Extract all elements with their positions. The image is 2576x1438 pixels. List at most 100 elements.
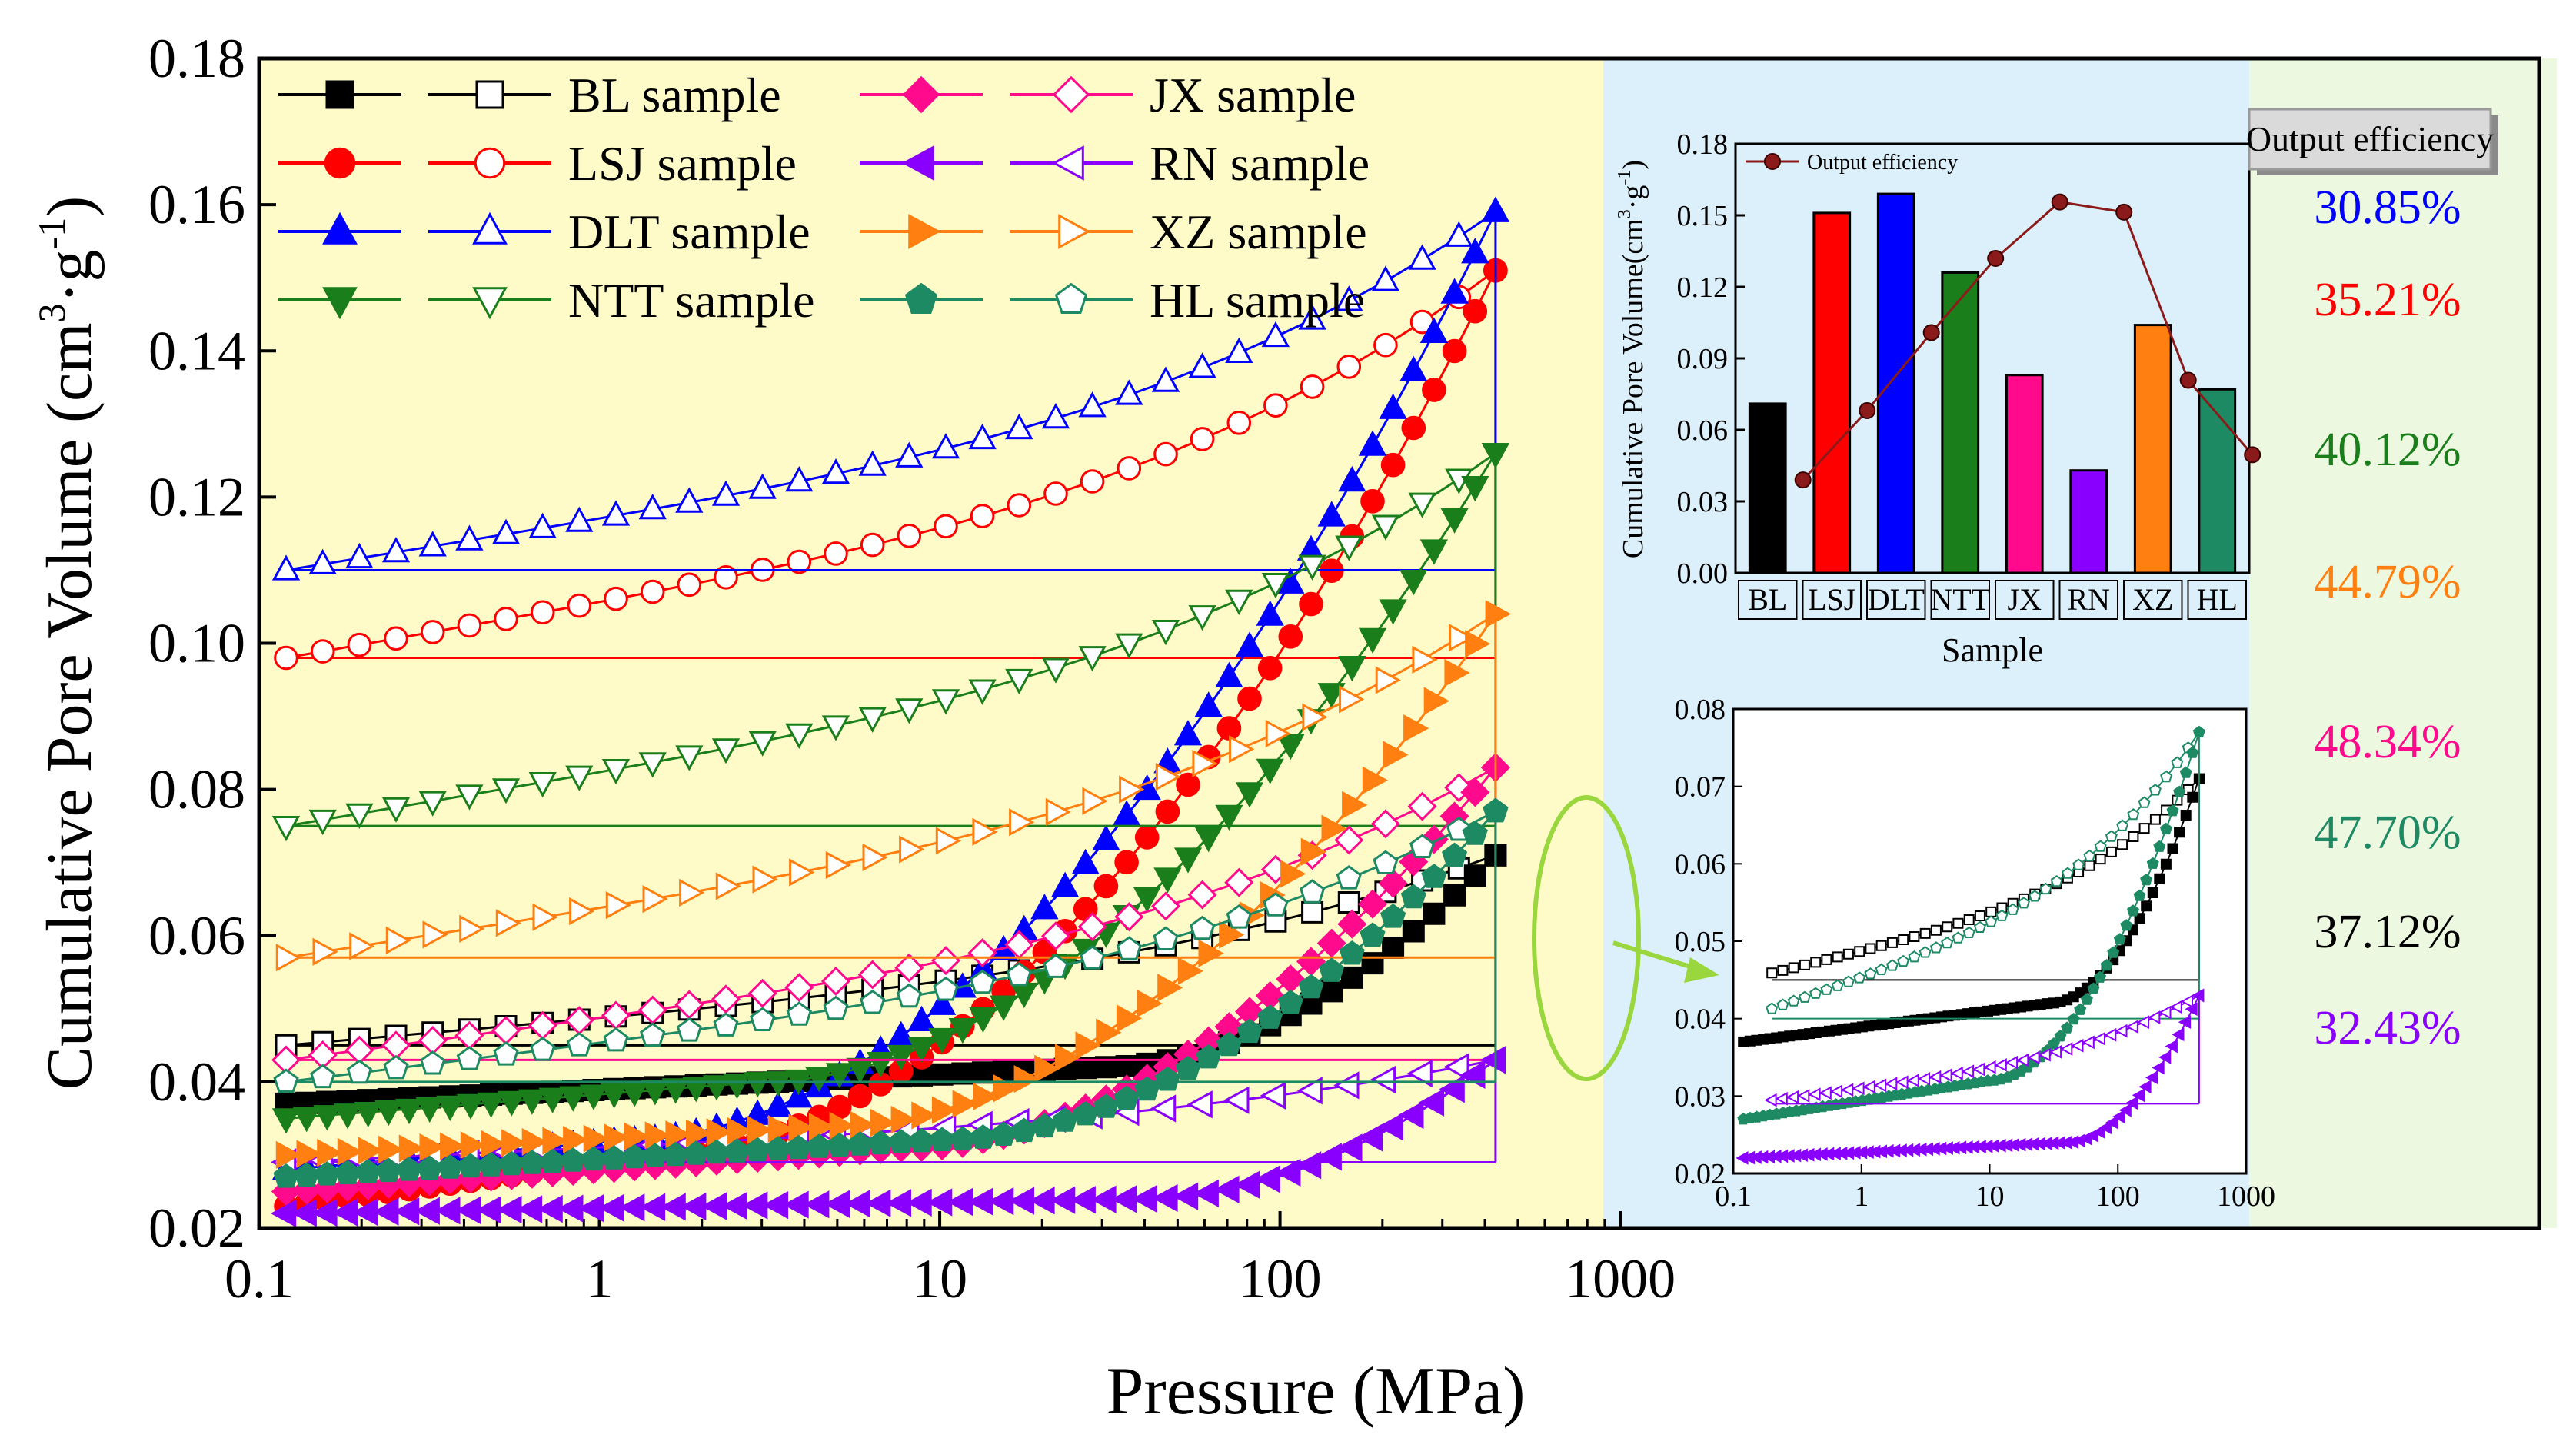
- zoom-extrusion-point: [1963, 914, 1975, 925]
- zoom-extrusion-point: [1985, 915, 1998, 927]
- intrusion-point: [1340, 966, 1363, 989]
- zoom-extrusion-point: [1842, 948, 1854, 960]
- legend-entry-BL: BL sample: [278, 68, 781, 122]
- extrusion-point: [1223, 1086, 1250, 1114]
- zoom-intrusion-point: [2134, 913, 2145, 924]
- zoom-intrusion-point: [2092, 1125, 2105, 1139]
- intrusion-point: [624, 1122, 651, 1151]
- extrusion-point: [1406, 1059, 1433, 1088]
- extrusion-point: [1188, 605, 1216, 631]
- efficiency-point: [1794, 471, 1812, 489]
- zoom-intrusion-point: [2061, 1021, 2074, 1034]
- extrusion-point: [1443, 1053, 1469, 1081]
- zoom-extrusion-point: [1985, 906, 1997, 917]
- extrusion-point: [1225, 337, 1253, 363]
- extrusion-point: [785, 723, 814, 750]
- extrusion-point: [381, 797, 411, 823]
- extrusion-point: [1375, 666, 1401, 694]
- bar-category-box: [1802, 580, 1862, 620]
- intrusion-point: [1052, 1107, 1078, 1132]
- zoom-extrusion-point: [2016, 1053, 2029, 1067]
- zoom-extrusion-point: [2115, 1024, 2128, 1038]
- legend-marker-filled: [901, 145, 934, 181]
- zoom-intrusion-point: [2113, 933, 2126, 945]
- efficiency-legend-label: Output efficiency: [1807, 151, 1958, 175]
- zoom-intrusion-point: [2179, 766, 2192, 778]
- extrusion-point: [418, 791, 447, 817]
- main-series-layer: [270, 196, 1511, 1227]
- zoom-extrusion-point: [2138, 823, 2150, 834]
- extrusion-point: [605, 890, 632, 920]
- efficiency-value-NTT: 40.12%: [2314, 424, 2461, 476]
- intrusion-point: [1419, 317, 1449, 343]
- extrusion-point: [1114, 902, 1144, 932]
- zoom-intrusion-point: [2133, 889, 2146, 901]
- zoom-series-RN: [1736, 988, 2205, 1165]
- zoom-extrusion-point: [2125, 1020, 2138, 1034]
- bar-inset-y-tick-label: 0.00: [1677, 558, 1729, 590]
- intrusion-point: [1177, 957, 1204, 985]
- zoom-extrusion-point: [1831, 979, 1844, 991]
- intrusion-point: [1155, 799, 1180, 824]
- intrusion-point: [1096, 1018, 1122, 1047]
- extrusion-point: [1078, 391, 1107, 418]
- extrusion-point: [1078, 646, 1107, 672]
- main-legend: BL sample LSJ sample DLT sample NTT sample J…: [278, 68, 1370, 328]
- main-y-tick-label: 0.18: [148, 28, 245, 89]
- zoom-callout-ellipse: [1532, 795, 1641, 1081]
- efficiency-value-HL: 47.70%: [2314, 807, 2461, 859]
- extrusion-point: [1337, 891, 1360, 914]
- zoom-intrusion-point: [2132, 1088, 2145, 1103]
- zoom-intrusion-point: [2120, 919, 2133, 931]
- legend-label: BL sample: [568, 68, 781, 122]
- extrusion-point: [1005, 668, 1033, 695]
- intrusion-point: [1419, 824, 1449, 854]
- intrusion-point: [1092, 824, 1120, 850]
- intrusion-point: [890, 1105, 917, 1134]
- efficiency-point: [1987, 250, 2005, 267]
- intrusion-point: [1383, 741, 1409, 769]
- zoom-extrusion-point: [1799, 959, 1810, 970]
- extrusion-point: [1190, 427, 1215, 451]
- extrusion-point: [931, 689, 960, 715]
- extrusion-point: [1335, 535, 1363, 561]
- zoom-inset-layer: 0.1 1 10 100 1000 0.02 0.03 0.04 0.05 0.06 0.07 0.0…: [1675, 694, 2276, 1213]
- bar-inset-y-tick-label: 0.12: [1677, 271, 1729, 304]
- extrusion-point: [1263, 393, 1288, 418]
- zoom-extrusion-point: [1766, 1002, 1779, 1014]
- zoom-y-tick-label: 0.03: [1675, 1080, 1726, 1113]
- zoom-extrusion-point: [2104, 1027, 2117, 1042]
- zoom-extrusion-point: [1797, 1089, 1810, 1103]
- zoom-x-tick-label: 0.1: [1715, 1180, 1752, 1213]
- intrusion-point: [927, 989, 957, 1015]
- efficiency-value-DLT: 30.85%: [2314, 181, 2461, 234]
- extrusion-point: [785, 465, 814, 492]
- intrusion-point: [1194, 827, 1223, 853]
- extrusion-point: [1409, 834, 1436, 858]
- extrusion-point: [308, 548, 337, 574]
- extrusion-point: [1229, 735, 1255, 764]
- zoom-x-tick-label: 1000: [2217, 1180, 2275, 1213]
- extrusion-point: [640, 1022, 666, 1047]
- zoom-x-tick-label: 1: [1854, 1180, 1869, 1213]
- zoom-extrusion-point: [2083, 849, 2096, 862]
- extrusion-point: [1151, 620, 1180, 646]
- zoom-extrusion-point: [2038, 1047, 2051, 1062]
- extrusion-point: [1153, 926, 1179, 950]
- bar-category-label: JX: [2008, 582, 2042, 617]
- extrusion-point: [821, 458, 850, 484]
- zoom-intrusion-point: [2112, 1110, 2125, 1123]
- zoom-extrusion-point: [2006, 903, 2019, 915]
- extrusion-point: [1407, 791, 1437, 821]
- legend-marker-filled: [324, 147, 356, 179]
- intrusion-point: [825, 1063, 854, 1089]
- extrusion-point: [275, 944, 302, 972]
- series-extrusion-line: [285, 452, 1496, 827]
- extrusion-point: [274, 645, 298, 671]
- intrusion-point: [948, 1018, 977, 1044]
- extrusion-point: [675, 745, 704, 771]
- intrusion-point: [419, 1133, 445, 1162]
- zoom-extrusion-point: [1885, 1077, 1898, 1091]
- intrusion-point: [1440, 278, 1469, 304]
- zoom-intrusion-point: [2145, 1070, 2158, 1085]
